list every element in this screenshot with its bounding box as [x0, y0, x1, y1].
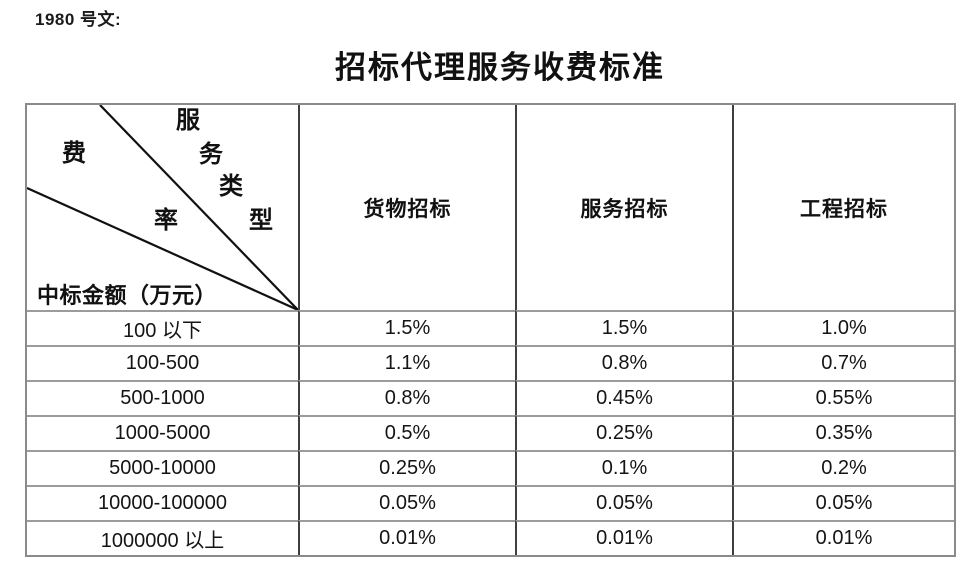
fee-value: 0.5% — [298, 415, 515, 450]
fee-value: 0.45% — [515, 380, 732, 415]
fee-value: 0.7% — [732, 345, 954, 380]
corner-fee-char-2: 率 — [154, 208, 178, 234]
corner-type-char-2: 务 — [199, 142, 223, 168]
fee-value: 1.0% — [732, 310, 954, 345]
corner-fee-char-1: 费 — [62, 141, 86, 167]
fee-value: 0.25% — [515, 415, 732, 450]
fee-value: 0.8% — [298, 380, 515, 415]
fee-value: 0.2% — [732, 450, 954, 485]
row-label: 10000-100000 — [27, 485, 298, 520]
page-title: 招标代理服务收费标准 — [335, 50, 665, 85]
row-label: 1000000 以上 — [27, 520, 298, 555]
fee-value: 0.01% — [298, 520, 515, 555]
fee-value: 1.1% — [298, 345, 515, 380]
fee-value: 0.1% — [515, 450, 732, 485]
corner-amount-label: 中标金额（万元） — [37, 283, 218, 308]
fee-value: 1.5% — [298, 310, 515, 345]
fee-value: 0.35% — [732, 415, 954, 450]
corner-type-char-4: 型 — [249, 208, 273, 234]
fee-value: 1.5% — [515, 310, 732, 345]
row-label: 100-500 — [27, 345, 298, 380]
fee-rate-table: 费 率 服 务 类 型 中标金额（万元） 货物招标 服务招标 工程招标 100 … — [25, 103, 956, 557]
fee-value: 0.05% — [515, 485, 732, 520]
diagonal-header-cell: 费 率 服 务 类 型 中标金额（万元） — [27, 105, 298, 310]
row-label: 5000-10000 — [27, 450, 298, 485]
fee-value: 0.05% — [298, 485, 515, 520]
doc-number-note: 1980 号文: — [35, 10, 122, 29]
column-header-goods: 货物招标 — [298, 105, 515, 310]
fee-value: 0.25% — [298, 450, 515, 485]
corner-type-char-1: 服 — [176, 108, 200, 134]
row-label: 500-1000 — [27, 380, 298, 415]
diagonal-split-lines — [27, 105, 298, 310]
fee-value: 0.01% — [732, 520, 954, 555]
fee-value: 0.55% — [732, 380, 954, 415]
fee-value: 0.8% — [515, 345, 732, 380]
column-header-services: 服务招标 — [515, 105, 732, 310]
row-label: 1000-5000 — [27, 415, 298, 450]
corner-type-char-3: 类 — [219, 174, 243, 200]
row-label: 100 以下 — [27, 310, 298, 345]
column-header-engineering: 工程招标 — [732, 105, 954, 310]
fee-value: 0.01% — [515, 520, 732, 555]
fee-value: 0.05% — [732, 485, 954, 520]
